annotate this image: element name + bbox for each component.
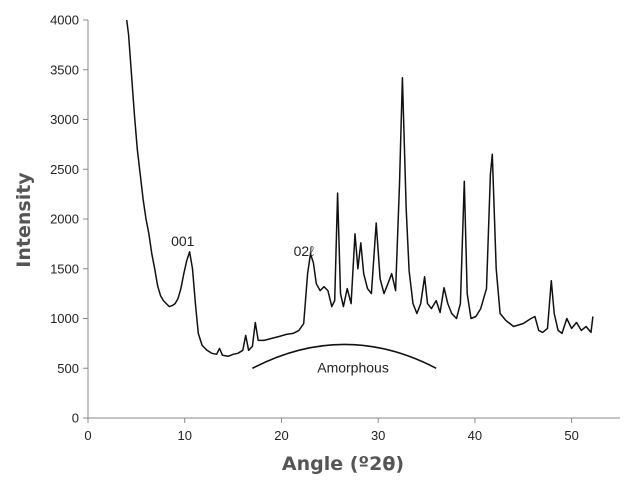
annotations: 001 02ℓ Amorphous	[171, 233, 389, 376]
annotation-label: 02ℓ	[294, 243, 315, 259]
axes	[87, 20, 620, 419]
y-axis-ticks: 0 500 1000 1500 2000 2500 3000 3500 4000	[50, 13, 88, 426]
diffraction-pattern-line	[125, 19, 594, 358]
y-tick-label: 2500	[50, 162, 79, 177]
x-tick-label: 50	[564, 428, 578, 443]
x-tick-label: 10	[177, 428, 191, 443]
y-axis-title: Intensity	[13, 172, 35, 268]
x-tick-label: 30	[371, 428, 385, 443]
y-tick-label: 1000	[50, 311, 79, 326]
y-tick-label: 1500	[50, 261, 79, 276]
y-tick-label: 4000	[50, 13, 79, 28]
y-tick-label: 3500	[50, 62, 79, 77]
y-tick-label: 2000	[50, 212, 79, 227]
y-tick-label: 0	[72, 411, 79, 426]
y-tick-label: 500	[57, 361, 79, 376]
x-axis-title: Angle (º2θ)	[282, 453, 404, 475]
y-tick-label: 3000	[50, 112, 79, 127]
x-tick-label: 0	[84, 428, 91, 443]
annotation-label: Amorphous	[317, 360, 389, 376]
x-tick-label: 20	[274, 428, 288, 443]
x-tick-label: 40	[468, 428, 482, 443]
x-axis-ticks: 0 10 20 30 40 50	[84, 418, 579, 443]
annotation-label: 001	[171, 233, 195, 249]
amorphous-hump-curve	[252, 343, 437, 370]
